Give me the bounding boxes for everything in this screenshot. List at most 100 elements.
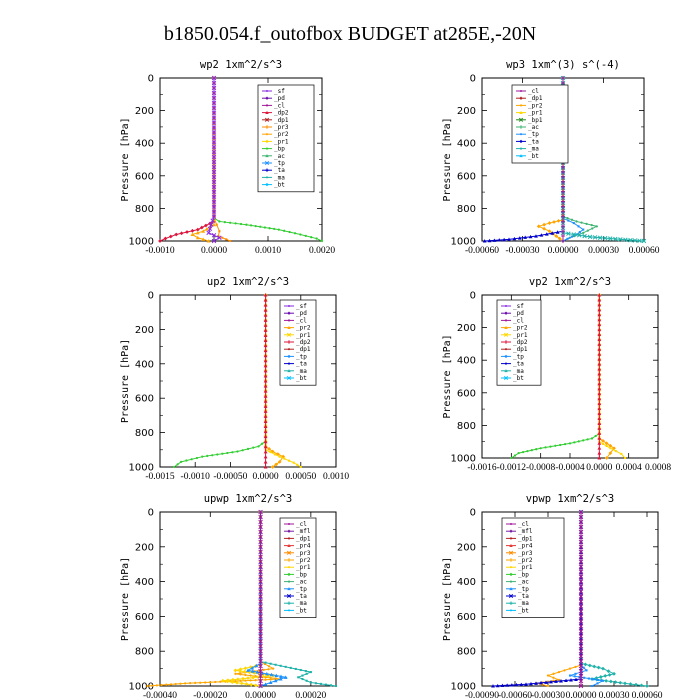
- data-point: [578, 683, 584, 689]
- data-point: [561, 214, 565, 219]
- legend-label: _dp1: [518, 535, 533, 542]
- data-point: [586, 229, 589, 232]
- legend: _sf_pd_cl_pr2_pr1_dp2_dp1_tp_ta_ma_bt: [496, 299, 542, 386]
- y-tick-label: 200: [135, 106, 154, 117]
- legend-box: [257, 84, 315, 193]
- data-point: [165, 683, 168, 686]
- data-point: [258, 683, 263, 689]
- x-tick-label: 0.0010: [255, 246, 281, 256]
- legend-label: _pd: [274, 95, 285, 102]
- legend-label: _pr2: [274, 131, 289, 138]
- series-ma: [579, 510, 649, 688]
- data-point: [645, 684, 649, 688]
- data-point: [288, 230, 291, 234]
- legend-entry: _sf: [262, 88, 285, 95]
- data-point: [578, 604, 584, 609]
- data-point: [258, 609, 263, 614]
- data-point: [603, 674, 608, 678]
- data-point: [263, 682, 268, 686]
- data-point: [554, 444, 557, 447]
- data-point: [592, 664, 597, 669]
- legend-entry: _ma: [284, 600, 307, 607]
- data-point: [258, 599, 263, 604]
- series-line: [569, 512, 605, 687]
- legend-entry: _pr4: [506, 543, 533, 550]
- legend-label: _pd: [513, 310, 524, 317]
- data-point: [201, 237, 206, 241]
- data-point: [608, 679, 613, 684]
- data-point: [263, 454, 268, 459]
- data-point: [199, 225, 204, 230]
- data-point: [598, 675, 603, 679]
- data-point: [305, 672, 308, 675]
- legend-entry: _pr2: [284, 557, 311, 564]
- data-point: [597, 416, 602, 421]
- data-point: [573, 675, 576, 678]
- data-point: [536, 224, 541, 229]
- data-point: [495, 683, 500, 688]
- data-point: [591, 227, 594, 230]
- y-tick-label: 0: [148, 508, 154, 519]
- data-point: [258, 614, 263, 619]
- data-point: [561, 204, 565, 209]
- data-point: [263, 348, 268, 353]
- data-point: [250, 669, 255, 673]
- data-point: [578, 643, 584, 649]
- legend-label: _pr3: [518, 550, 533, 557]
- data-point: [517, 451, 520, 455]
- data-point: [230, 680, 235, 684]
- data-point: [582, 231, 585, 234]
- data-point: [597, 426, 602, 430]
- panel-3: up2 1xm^2/s^3 Pressure [hPa] 0 200 400 600 800…: [120, 276, 349, 482]
- legend-entry: _dp2: [284, 339, 311, 346]
- legend-entry: _pr1: [284, 564, 311, 571]
- data-point: [623, 681, 627, 686]
- data-point: [210, 218, 215, 223]
- data-point: [597, 352, 602, 356]
- data-point: [160, 683, 163, 687]
- data-point: [214, 680, 217, 684]
- legend-label: _bp: [296, 571, 307, 578]
- data-point: [544, 680, 548, 684]
- data-point: [524, 682, 528, 686]
- data-point: [146, 684, 149, 688]
- data-point: [578, 549, 584, 555]
- data-point: [561, 184, 565, 189]
- data-point: [597, 372, 602, 376]
- legend-label: _ac: [528, 124, 539, 131]
- data-point: [519, 682, 524, 687]
- legend-label: _cl: [274, 102, 285, 109]
- data-point: [195, 456, 199, 460]
- data-point: [601, 438, 605, 443]
- data-point: [294, 667, 297, 670]
- x-tick-label: -0.0004: [555, 463, 585, 473]
- data-point: [179, 682, 182, 685]
- panel-5: upwp 1xm^2/s^3 Pressure [hPa] 0 200 400 600 80…: [120, 493, 338, 700]
- legend-label: _tp: [296, 586, 307, 593]
- data-point: [278, 455, 281, 458]
- legend-entry: _tp: [516, 131, 539, 138]
- data-point: [260, 442, 264, 445]
- data-point: [618, 680, 623, 685]
- x-tick-label: 0.0010: [323, 472, 349, 482]
- data-point: [252, 446, 255, 449]
- data-point: [570, 218, 574, 221]
- data-point: [263, 303, 268, 307]
- legend-label: _pr1: [296, 564, 311, 571]
- data-point: [309, 671, 312, 674]
- y-tick-label: 400: [135, 139, 154, 150]
- data-point: [258, 544, 263, 550]
- data-point: [263, 389, 268, 393]
- legend-label: _ta: [274, 167, 285, 174]
- data-point: [211, 179, 217, 185]
- legend-label: _ma: [528, 146, 539, 153]
- data-point: [564, 678, 568, 682]
- data-point: [502, 237, 507, 242]
- data-point: [497, 238, 502, 242]
- data-point: [223, 220, 226, 224]
- legend-label: _pr1: [528, 110, 543, 117]
- data-point: [305, 679, 308, 682]
- data-point: [620, 452, 623, 455]
- data-point: [554, 679, 558, 683]
- data-point: [211, 125, 217, 130]
